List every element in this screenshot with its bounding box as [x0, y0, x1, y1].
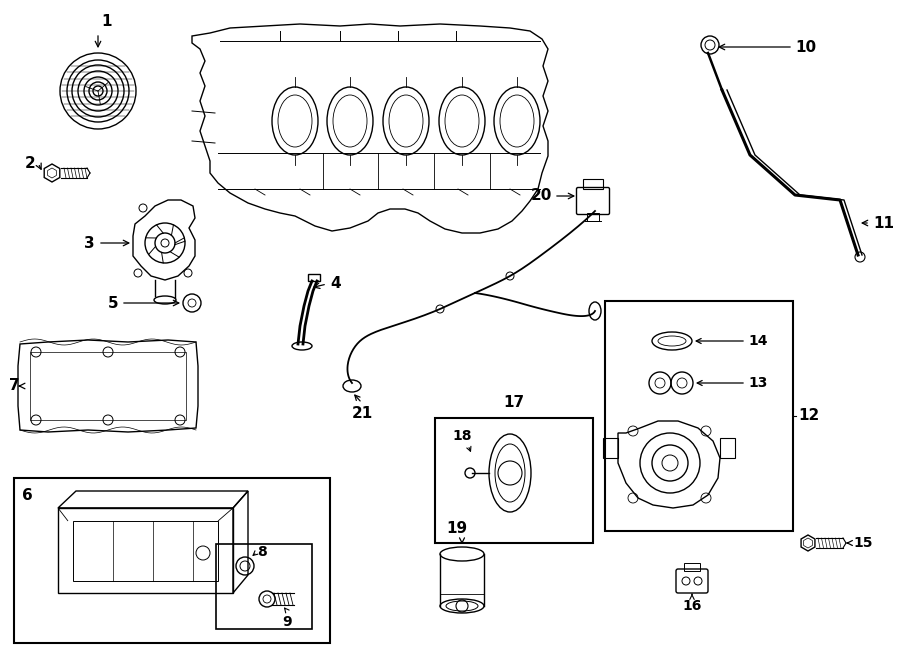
- Text: 19: 19: [446, 521, 468, 536]
- Text: 3: 3: [85, 235, 95, 251]
- Text: 17: 17: [503, 395, 525, 410]
- Bar: [308, 274, 320, 281]
- Text: 21: 21: [351, 406, 373, 421]
- Text: 11: 11: [873, 215, 894, 231]
- Bar: [216, 544, 312, 629]
- Bar: [720, 438, 735, 458]
- Text: 18: 18: [452, 429, 472, 443]
- Text: 7: 7: [9, 379, 20, 393]
- Bar: [605, 301, 793, 531]
- Bar: [587, 213, 599, 221]
- Text: 10: 10: [795, 40, 816, 54]
- Text: 13: 13: [748, 376, 768, 390]
- Text: 4: 4: [330, 276, 340, 292]
- Bar: [603, 438, 618, 458]
- Text: 12: 12: [798, 408, 819, 424]
- Bar: [14, 478, 330, 643]
- Text: 2: 2: [25, 155, 36, 171]
- Bar: [435, 418, 593, 543]
- Text: 1: 1: [101, 14, 112, 29]
- Text: 15: 15: [853, 536, 872, 550]
- Text: 14: 14: [748, 334, 768, 348]
- Text: 5: 5: [107, 295, 118, 311]
- Bar: [684, 563, 700, 571]
- Text: 9: 9: [283, 615, 292, 629]
- Bar: [30, 352, 186, 420]
- Bar: [583, 179, 603, 189]
- Text: 20: 20: [531, 188, 552, 204]
- Text: 8: 8: [257, 545, 266, 559]
- Text: 6: 6: [22, 488, 32, 504]
- Text: 16: 16: [682, 599, 702, 613]
